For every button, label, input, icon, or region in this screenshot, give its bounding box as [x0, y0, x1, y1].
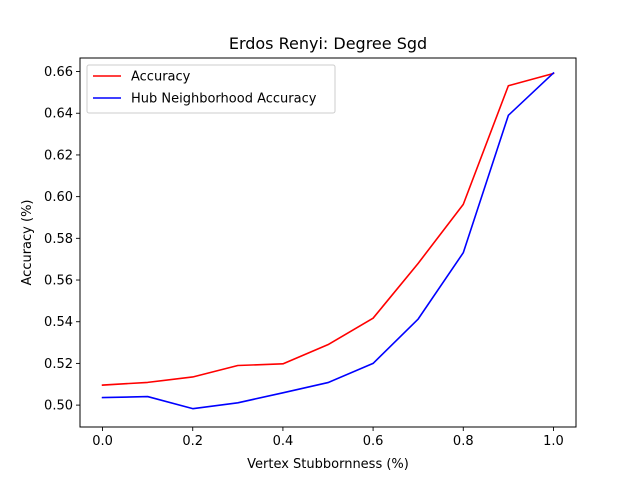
- x-tick-label: 0.8: [453, 434, 474, 449]
- series-lines: [101, 71, 555, 410]
- y-tick-label: 0.58: [44, 232, 73, 247]
- y-tick-label: 0.50: [44, 399, 73, 414]
- x-tick-label: 0.2: [182, 434, 203, 449]
- legend-box: [86, 64, 336, 114]
- plot-frame: [79, 57, 577, 428]
- x-tick-label: 0.4: [273, 434, 294, 449]
- x-tick-label: 0.0: [92, 434, 113, 449]
- y-tick-label: 0.60: [44, 190, 73, 205]
- y-tick-label: 0.56: [44, 274, 73, 289]
- legend-label-1: Hub Neighborhood Accuracy: [131, 92, 317, 107]
- x-axis: 0.0 0.2 0.4 0.6 0.8 1.0: [92, 427, 564, 449]
- x-tick-label: 1.0: [543, 434, 564, 449]
- x-axis-label: Vertex Stubbornness (%): [247, 457, 409, 472]
- y-axis-label: Accuracy (%): [20, 200, 35, 286]
- series-line-0: [101, 72, 555, 386]
- legend: Accuracy Hub Neighborhood Accuracy: [86, 64, 336, 114]
- y-tick-label: 0.62: [44, 148, 73, 163]
- y-axis: 0.50 0.52 0.54 0.56 0.58 0.60 0.62 0.64 0.66: [44, 65, 80, 414]
- y-tick-label: 0.54: [44, 315, 73, 330]
- y-tick-label: 0.64: [44, 107, 73, 122]
- chart-title: Erdos Renyi: Degree Sgd: [229, 34, 427, 53]
- series-line-1: [101, 71, 555, 410]
- x-tick-label: 0.6: [363, 434, 384, 449]
- y-tick-label: 0.66: [44, 65, 73, 80]
- y-tick-label: 0.52: [44, 357, 73, 372]
- legend-label-0: Accuracy: [131, 70, 191, 85]
